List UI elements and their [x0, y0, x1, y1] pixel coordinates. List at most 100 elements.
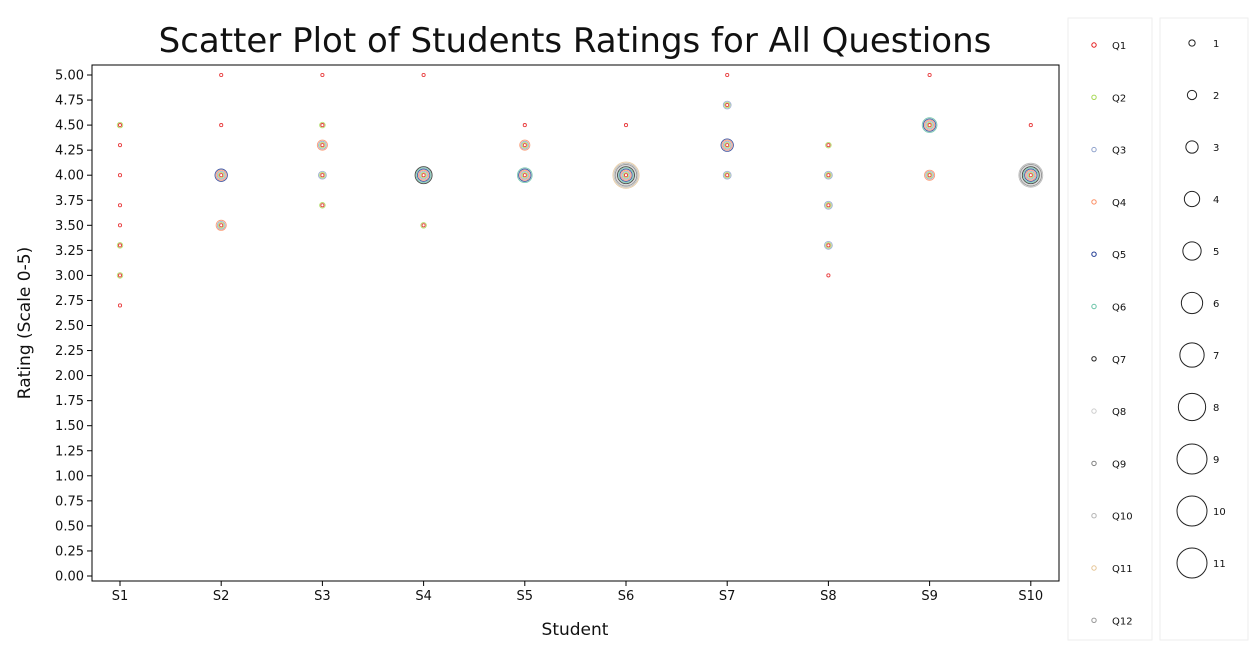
data-point [117, 303, 123, 308]
point-ring [522, 123, 527, 128]
point-ring [618, 167, 634, 183]
legend-marker [1091, 251, 1097, 257]
y-tick-label: 1.75 [55, 394, 84, 409]
legend-marker [1091, 94, 1097, 101]
point-ring [927, 173, 932, 178]
point-ring [1020, 165, 1041, 186]
point-ring [1021, 166, 1040, 185]
data-point [116, 242, 124, 249]
y-tick-label: 0.00 [55, 570, 84, 585]
question-legend-frame [1067, 17, 1153, 641]
point-ring [117, 223, 123, 228]
data-points [116, 72, 1044, 308]
point-ring [926, 121, 933, 129]
size-legend-entry: 1 [1213, 39, 1219, 50]
size-legend-entry: 3 [1213, 143, 1219, 154]
point-ring [216, 220, 226, 230]
point-ring [319, 121, 326, 129]
legend-marker [1091, 617, 1097, 623]
size-legend-marker [1182, 241, 1202, 261]
data-point [420, 222, 427, 229]
data-point [825, 141, 832, 149]
legend-entry: Q5 [1112, 250, 1126, 261]
point-ring [217, 222, 225, 229]
size-legend-marker [1185, 140, 1199, 154]
point-ring [420, 222, 427, 229]
legend-entry: Q3 [1112, 146, 1126, 157]
point-ring [418, 169, 430, 181]
point-ring [318, 140, 327, 150]
point-ring [214, 168, 228, 182]
legend-marker [1091, 303, 1097, 310]
point-ring [925, 170, 934, 180]
point-ring [521, 141, 528, 149]
point-ring [613, 162, 639, 188]
y-tick-label: 3.50 [55, 219, 84, 234]
size-legend-entry: 8 [1213, 403, 1219, 414]
size-legend-marker [1176, 495, 1208, 527]
point-ring [826, 243, 831, 248]
data-point [319, 121, 326, 129]
point-ring [320, 72, 325, 78]
size-legend-entry: 10 [1213, 507, 1226, 518]
point-ring [420, 171, 427, 179]
point-ring [522, 143, 527, 148]
point-ring [615, 165, 637, 186]
data-point [824, 200, 833, 210]
point-ring [414, 166, 433, 185]
point-ring [825, 202, 832, 209]
x-tick-label: S1 [112, 589, 129, 604]
point-ring [320, 173, 325, 178]
point-ring [117, 173, 123, 178]
data-point [117, 203, 123, 208]
point-ring [621, 170, 631, 180]
legend-entry: Q2 [1112, 93, 1126, 104]
size-legend-marker [1188, 39, 1196, 47]
legend-marker [1091, 565, 1097, 571]
data-point [725, 72, 730, 78]
point-ring [724, 101, 731, 109]
x-axis: S1 S2 S3 S4 S5 S6 S7 S8 S9 S10 [112, 581, 1043, 604]
data-point [522, 123, 527, 128]
x-tick-label: S8 [820, 589, 837, 604]
y-tick-label: 2.50 [55, 319, 84, 334]
point-ring [725, 72, 730, 78]
point-ring [117, 303, 123, 308]
point-ring [926, 171, 933, 179]
point-ring [612, 161, 640, 189]
size-legend-marker [1176, 443, 1208, 475]
point-ring [1024, 168, 1038, 182]
x-tick-label: S10 [1018, 589, 1043, 604]
point-ring [116, 272, 124, 279]
x-tick-label: S5 [517, 589, 534, 604]
legend-entry: Q6 [1112, 303, 1126, 314]
point-ring [826, 143, 831, 148]
point-ring [1018, 162, 1044, 188]
point-ring [219, 123, 224, 128]
point-ring [1027, 171, 1035, 179]
point-ring [1028, 123, 1033, 128]
legend-marker [1091, 460, 1097, 467]
point-ring [520, 170, 530, 180]
legend-entry: Q12 [1112, 616, 1133, 627]
y-tick-label: 2.00 [55, 369, 84, 384]
point-ring [519, 169, 531, 181]
y-tick-label: 1.50 [55, 419, 84, 434]
data-point [722, 100, 732, 110]
point-ring [1019, 163, 1043, 187]
point-ring [319, 171, 326, 179]
y-tick-label: 2.25 [55, 344, 84, 359]
point-ring [825, 171, 832, 179]
y-axis: 0.00 0.25 0.50 0.75 1.00 1.25 1.50 1.75 2.00 2.25… [55, 69, 92, 585]
point-ring [614, 163, 638, 187]
point-ring [520, 140, 530, 150]
point-ring [824, 170, 833, 180]
point-ring [320, 143, 325, 148]
point-ring [824, 240, 833, 250]
size-legend-entry: 9 [1213, 455, 1219, 466]
point-ring [927, 123, 932, 128]
point-ring [117, 203, 123, 208]
point-ring [517, 167, 533, 183]
size-legend-entry: 6 [1213, 299, 1219, 310]
